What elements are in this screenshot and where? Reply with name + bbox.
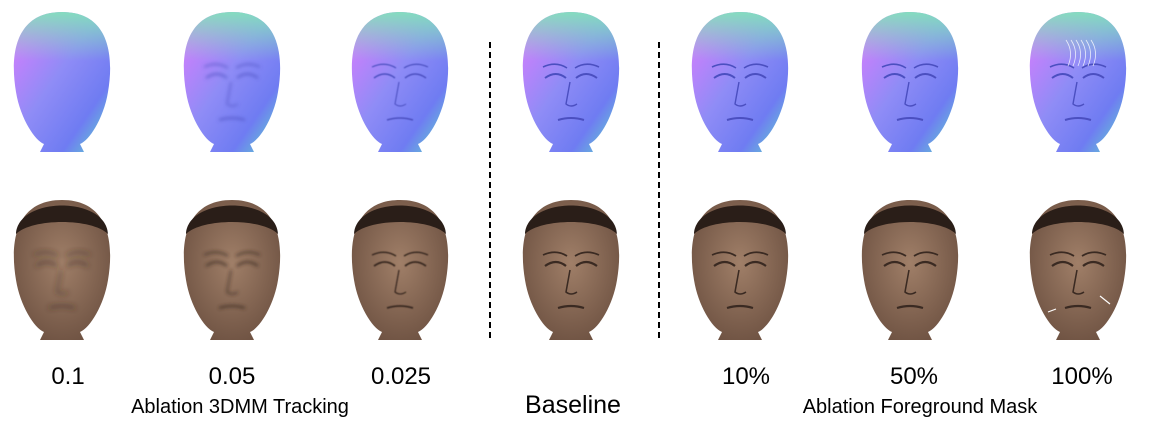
separator-left bbox=[489, 42, 491, 338]
group-label-baseline: Baseline bbox=[525, 391, 621, 419]
normal-face-1 bbox=[183, 12, 281, 152]
normal-face-6 bbox=[1029, 12, 1127, 152]
separator-right bbox=[658, 42, 660, 338]
column-label-1: 0.05 bbox=[208, 363, 256, 390]
rgb-face-3 bbox=[522, 200, 620, 340]
column-label-6: 100% bbox=[1051, 363, 1113, 390]
rgb-face-5 bbox=[861, 200, 959, 340]
normal-face-5 bbox=[861, 12, 959, 152]
rgb-face-0 bbox=[13, 200, 111, 340]
rgb-face-4 bbox=[691, 200, 789, 340]
column-label-5: 50% bbox=[889, 363, 939, 390]
normal-face-4 bbox=[691, 12, 789, 152]
rgb-face-1 bbox=[183, 200, 281, 340]
rgb-face-6 bbox=[1029, 200, 1127, 340]
group-label-tracking: Ablation 3DMM Tracking bbox=[131, 396, 349, 418]
normal-face-2 bbox=[351, 12, 449, 152]
column-label-2: 0.025 bbox=[370, 363, 432, 390]
group-label-mask: Ablation Foreground Mask bbox=[802, 396, 1038, 418]
normal-face-0 bbox=[13, 12, 111, 152]
column-label-4: 10% bbox=[721, 363, 771, 390]
column-label-0: 0.1 bbox=[51, 363, 85, 390]
rgb-face-2 bbox=[351, 200, 449, 340]
normal-face-3 bbox=[522, 12, 620, 152]
